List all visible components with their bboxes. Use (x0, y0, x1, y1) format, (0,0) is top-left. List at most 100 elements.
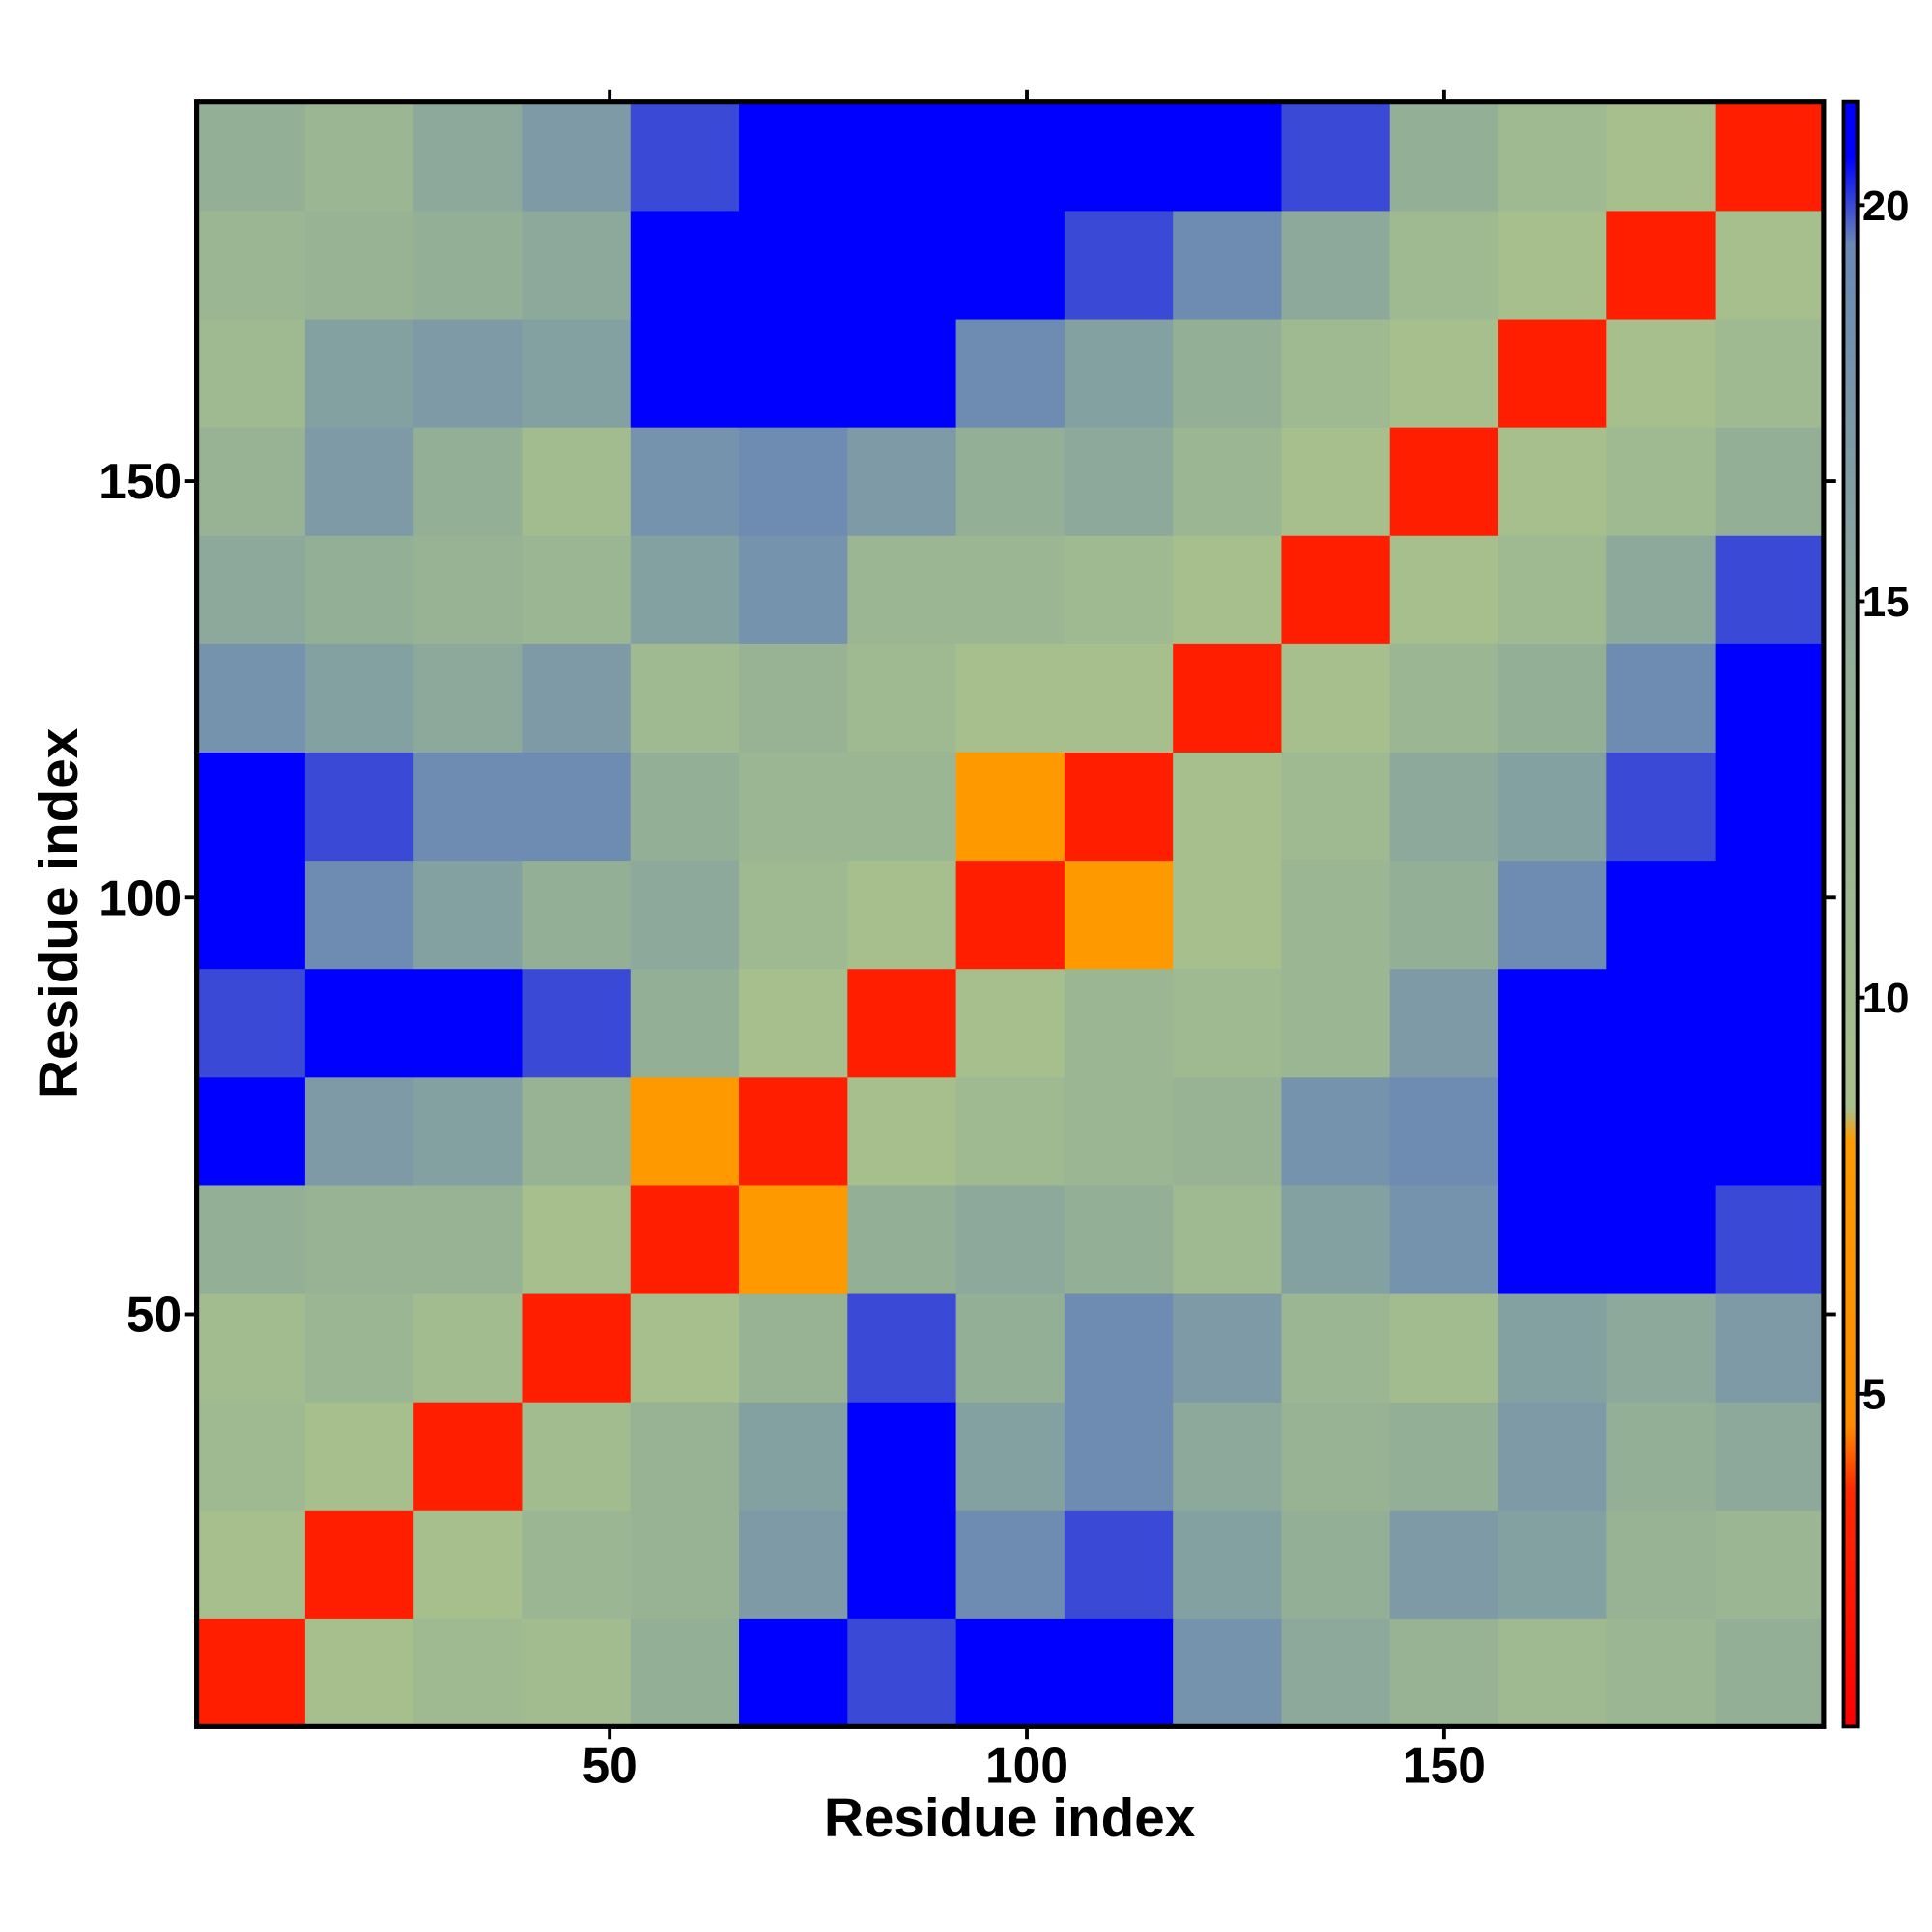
heatmap-cell (847, 427, 957, 536)
heatmap-cell (413, 643, 524, 753)
heatmap-cell (1281, 1618, 1391, 1728)
heatmap-cell (847, 1184, 957, 1294)
heatmap-cell (1606, 1402, 1717, 1511)
heatmap-cell (630, 1618, 740, 1728)
heatmap-cell (955, 1510, 1065, 1619)
heatmap-cell (1064, 210, 1174, 320)
heatmap-cell (1606, 1510, 1717, 1619)
heatmap-cell (739, 535, 848, 644)
heatmap-cell (1606, 968, 1717, 1078)
heatmap-cell (1389, 1076, 1499, 1186)
heatmap-cell (630, 535, 740, 644)
heatmap-cell (1498, 210, 1607, 320)
heatmap-cells (196, 101, 1825, 1728)
heatmap-cell (413, 318, 524, 428)
heatmap-cell (522, 1618, 632, 1728)
heatmap-cell (304, 1402, 414, 1511)
heatmap-cell (630, 860, 740, 970)
heatmap-cell (1281, 427, 1391, 536)
heatmap-cell (1498, 752, 1607, 862)
heatmap-cell (304, 1618, 414, 1728)
x-axis-title: Residue index (824, 1788, 1196, 1849)
heatmap-cell (522, 1293, 632, 1403)
heatmap-cell (304, 643, 414, 753)
heatmap-cell (1606, 210, 1717, 320)
heatmap-cell (739, 1076, 848, 1186)
heatmap-cell (1715, 1293, 1825, 1403)
heatmap-cell (1715, 643, 1825, 753)
heatmap-cell (1389, 1184, 1499, 1294)
heatmap-cell (1389, 968, 1499, 1078)
heatmap-cell (1389, 535, 1499, 644)
heatmap-cell (739, 752, 848, 862)
heatmap-cell (1064, 643, 1174, 753)
heatmap-cell (1281, 1076, 1391, 1186)
x-tick-label: 150 (1403, 1737, 1486, 1793)
heatmap-cell (1389, 752, 1499, 862)
heatmap-cell (196, 1076, 306, 1186)
heatmap-cell (196, 860, 306, 970)
heatmap-cell (1281, 1402, 1391, 1511)
heatmap-cell (847, 101, 957, 212)
heatmap-cell (847, 1076, 957, 1186)
heatmap-cell (955, 210, 1065, 320)
heatmap-cell (1498, 860, 1607, 970)
heatmap-cell (1389, 643, 1499, 753)
heatmap-cell (1389, 1402, 1499, 1511)
heatmap-cell (1606, 752, 1717, 862)
heatmap-cell (1173, 1618, 1283, 1728)
heatmap-cell (304, 535, 414, 644)
heatmap-cell (847, 752, 957, 862)
heatmap-cell (739, 1510, 848, 1619)
heatmap-cell (847, 860, 957, 970)
heatmap-cell (1715, 1510, 1825, 1619)
heatmap-cell (1498, 1293, 1607, 1403)
colorbar-tick-label: 15 (1862, 579, 1910, 626)
heatmap-cell (522, 101, 632, 212)
heatmap-cell (1389, 860, 1499, 970)
heatmap-cell (1715, 535, 1825, 644)
heatmap-cell (1498, 1618, 1607, 1728)
heatmap-cell (522, 1184, 632, 1294)
heatmap-cell (1064, 860, 1174, 970)
heatmap-cell (304, 752, 414, 862)
heatmap-cell (1498, 968, 1607, 1078)
heatmap-cell (413, 1184, 524, 1294)
heatmap-cell (630, 1510, 740, 1619)
heatmap-cell (847, 1510, 957, 1619)
heatmap-cell (1064, 318, 1174, 428)
heatmap-cell (955, 752, 1065, 862)
heatmap-cell (304, 210, 414, 320)
heatmap-cell (630, 427, 740, 536)
heatmap-cell (1281, 1293, 1391, 1403)
heatmap-cell (1064, 1184, 1174, 1294)
heatmap-cell (630, 1293, 740, 1403)
heatmap-cell (304, 427, 414, 536)
heatmap-cell (1064, 1510, 1174, 1619)
y-tick-label: 150 (99, 453, 182, 509)
heatmap-cell (739, 1618, 848, 1728)
heatmap-cell (1281, 318, 1391, 428)
heatmap-cell (196, 752, 306, 862)
colorbar-tick-label: 5 (1862, 1371, 1886, 1418)
heatmap-cell (196, 643, 306, 753)
heatmap-cell (1281, 1184, 1391, 1294)
colorbar-tick-label: 10 (1862, 975, 1910, 1022)
heatmap-cell (630, 752, 740, 862)
heatmap-cell (1281, 210, 1391, 320)
heatmap-cell (1173, 1402, 1283, 1511)
heatmap-cell (630, 643, 740, 753)
plot-frame (194, 99, 1827, 1729)
heatmap-cell (1281, 860, 1391, 970)
heatmap-cell (413, 752, 524, 862)
heatmap-cell (304, 101, 414, 212)
heatmap-cell (1281, 643, 1391, 753)
heatmap-cell (955, 427, 1065, 536)
heatmap-cell (196, 1618, 306, 1728)
heatmap-cell (1173, 1076, 1283, 1186)
heatmap-cell (955, 1618, 1065, 1728)
heatmap-cell (739, 643, 848, 753)
heatmap-cell (522, 427, 632, 536)
heatmap-cell (739, 427, 848, 536)
heatmap-cell (1498, 1184, 1607, 1294)
